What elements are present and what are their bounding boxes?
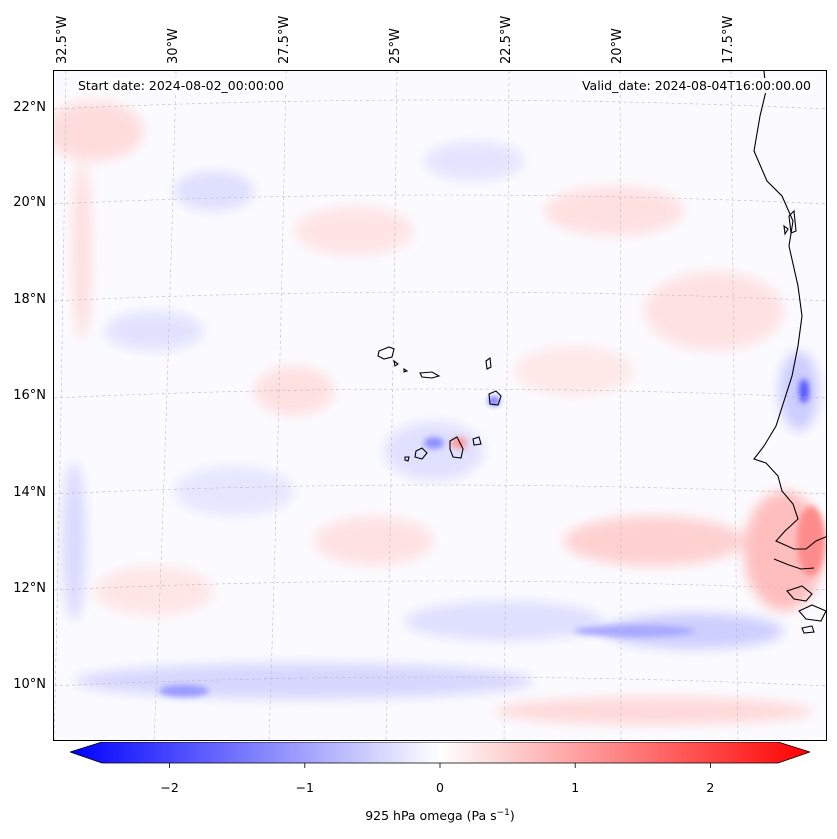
colorbar-tick-label: 1 bbox=[571, 780, 580, 795]
colorbar-gradient bbox=[70, 742, 810, 768]
lon-label: 17.5°W bbox=[721, 15, 736, 64]
lat-label: 18°N bbox=[13, 292, 46, 307]
lat-label: 12°N bbox=[13, 581, 46, 596]
lat-label: 16°N bbox=[13, 388, 46, 403]
lon-label: 32.5°W bbox=[55, 15, 70, 64]
colorbar-tick-label: −1 bbox=[295, 780, 315, 795]
colorbar-tick-label: 2 bbox=[706, 780, 715, 795]
colorbar-tick-label: 0 bbox=[436, 780, 444, 795]
lon-label: 27.5°W bbox=[277, 15, 292, 64]
start-date-label: Start date: 2024-08-02_00:00:00 bbox=[76, 78, 286, 93]
lon-label: 20°W bbox=[610, 28, 625, 64]
lat-label: 10°N bbox=[13, 677, 46, 692]
map-panel bbox=[53, 70, 827, 741]
lat-label: 20°N bbox=[13, 195, 46, 210]
omega-field bbox=[54, 71, 826, 740]
lon-label: 25°W bbox=[388, 28, 403, 64]
graticule bbox=[54, 71, 826, 740]
cape-verde-islands bbox=[377, 346, 502, 462]
omega-texture bbox=[54, 101, 824, 725]
lat-label: 22°N bbox=[13, 100, 46, 115]
colorbar-tick-label: −2 bbox=[160, 780, 179, 795]
colorbar: −2 −1 0 1 2 925 hPa omega (Pa s−1) bbox=[70, 742, 810, 832]
valid-date-label: Valid_date: 2024-08-04T16:00:00.00 bbox=[579, 78, 813, 93]
lat-label: 14°N bbox=[13, 485, 46, 500]
omega-cores bbox=[159, 379, 825, 697]
african-coastline bbox=[753, 71, 826, 634]
lon-label: 22.5°W bbox=[499, 15, 514, 64]
lon-label: 30°W bbox=[166, 28, 181, 64]
colorbar-label: 925 hPa omega (Pa s−1) bbox=[365, 808, 515, 824]
